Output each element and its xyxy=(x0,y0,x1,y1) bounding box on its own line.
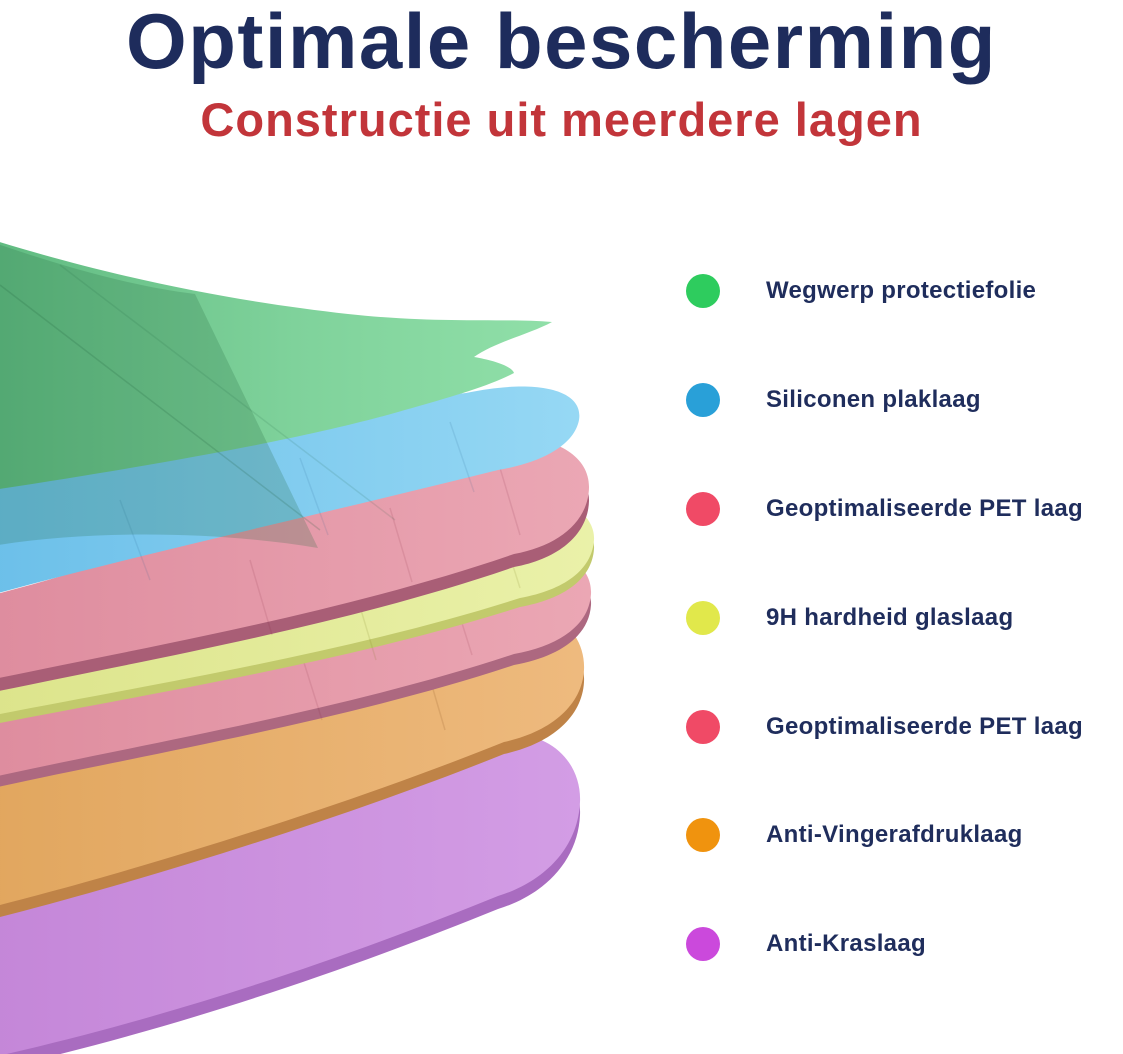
layer-color-dot-orange xyxy=(686,818,720,853)
legend-label: Anti-Kraslaag xyxy=(766,930,926,958)
legend-item: Geoptimaliseerde PET laag xyxy=(686,455,1123,564)
blue-sheet-shape xyxy=(0,386,580,593)
layer-stack-diagram xyxy=(0,242,595,1054)
layer-color-dot-red xyxy=(686,491,720,526)
legend-label: Wegwerp protectiefolie xyxy=(766,277,1037,305)
layer-color-dot-blue xyxy=(686,383,720,418)
legend-item: Anti-Vingerafdruklaag xyxy=(686,781,1123,890)
pink-slab-upper-shape xyxy=(0,437,590,691)
page-subtitle: Constructie uit meerdere lagen xyxy=(200,93,923,146)
legend-label: Geoptimaliseerde PET laag xyxy=(766,712,1083,740)
layer-color-dot-green xyxy=(686,274,720,309)
legend-item: Anti-Kraslaag xyxy=(686,890,1123,999)
green-film-fold-shade xyxy=(0,244,318,548)
page-title: Optimale bescherming xyxy=(126,0,997,85)
purple-slab-shape xyxy=(0,733,581,1054)
legend-item: 9H hardheid glaslaag xyxy=(686,563,1123,672)
header: Optimale bescherming Constructie uit mee… xyxy=(0,0,1123,143)
green-film-shape xyxy=(0,242,552,548)
legend-label: Anti-Vingerafdruklaag xyxy=(766,821,1023,849)
layer-color-dot-magenta xyxy=(686,927,720,962)
legend-label: Geoptimaliseerde PET laag xyxy=(766,494,1083,522)
legend-label: 9H hardheid glaslaag xyxy=(766,603,1014,631)
legend-item: Siliconen plaklaag xyxy=(686,346,1123,455)
legend-item: Wegwerp protectiefolie xyxy=(686,237,1123,346)
legend-label: Siliconen plaklaag xyxy=(766,386,981,414)
legend-item: Geoptimaliseerde PET laag xyxy=(686,672,1123,781)
layer-color-dot-yellow xyxy=(686,600,720,635)
layer-color-dot-red-2 xyxy=(686,709,720,744)
layer-legend: Wegwerp protectiefolie Siliconen plaklaa… xyxy=(686,237,1123,999)
